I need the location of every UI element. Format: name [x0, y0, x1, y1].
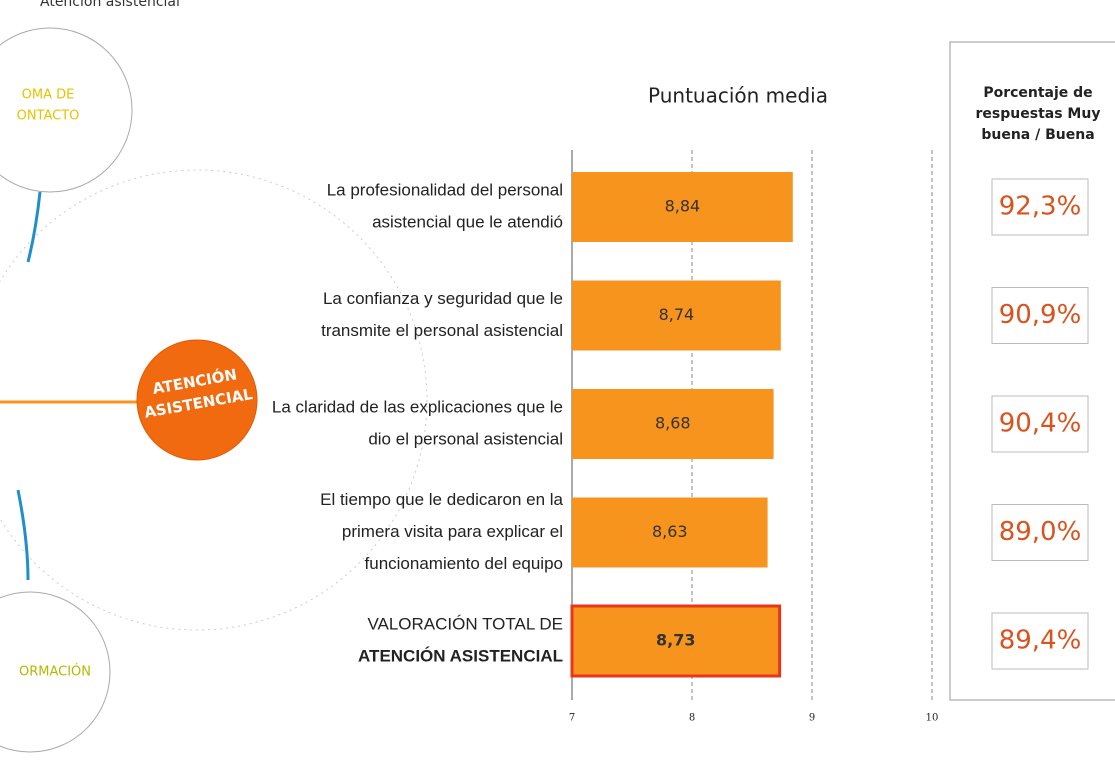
bar	[572, 389, 774, 459]
x-tick-label: 9	[809, 713, 815, 724]
category-label: ATENCIÓN ASISTENCIAL	[358, 646, 563, 665]
value-label: 8,74	[659, 305, 695, 324]
percent-label: 89,4%	[999, 626, 1082, 656]
x-tick-label: 10	[926, 713, 939, 724]
percent-label: 89,0%	[999, 517, 1082, 547]
percent-box	[991, 287, 1089, 344]
value-label: 8,63	[652, 522, 688, 541]
bar	[572, 280, 781, 351]
percent-box	[991, 178, 1089, 236]
category-label: funcionamiento del equipo	[365, 554, 563, 573]
value-label: 8,84	[665, 197, 701, 216]
category-label: dio el personal asistencial	[368, 429, 563, 448]
category-label: asistencial que le atendió	[372, 212, 563, 231]
chart-title: Puntuación media	[648, 84, 828, 108]
header: Atención asistencial	[40, 0, 180, 10]
node-label: ORMACIÓN	[19, 664, 91, 680]
category-label: transmite el personal asistencial	[321, 321, 563, 340]
percent-label: 90,4%	[999, 409, 1082, 439]
side-title: Porcentaje de	[983, 85, 1092, 101]
x-tick-label: 7	[569, 713, 575, 724]
percent-box	[991, 395, 1089, 453]
node-circle	[0, 591, 111, 753]
category-label: primera visita para explicar el	[342, 522, 563, 541]
value-label: 8,73	[656, 631, 695, 650]
connector	[16, 489, 30, 581]
decoration	[0, 27, 428, 753]
side-panel	[949, 41, 1115, 701]
connector	[26, 191, 42, 263]
percent-box	[991, 612, 1089, 670]
category-label: La profesionalidad del personal	[327, 180, 563, 199]
orbit	[0, 169, 428, 631]
category-label: La confianza y seguridad que le	[323, 289, 563, 308]
bar	[570, 604, 782, 678]
side-title: buena / Buena	[981, 127, 1094, 143]
x-tick-label: 8	[689, 713, 695, 724]
category-label: La claridad de las explicaciones que le	[272, 397, 563, 416]
node-label: ONTACTO	[17, 109, 80, 124]
node-label: OMA DE	[22, 88, 75, 103]
percent-label: 90,9%	[999, 300, 1082, 330]
center-circle	[136, 339, 258, 461]
category-label: VALORACIÓN TOTAL DE	[367, 614, 563, 633]
node-circle	[0, 27, 133, 193]
percent-label: 92,3%	[999, 192, 1082, 222]
side-title: respuestas Muy	[976, 106, 1101, 122]
value-label: 8,68	[655, 414, 691, 433]
bar	[572, 172, 793, 242]
category-label: El tiempo que le dedicaron en la	[320, 490, 563, 509]
bar	[572, 497, 768, 568]
percent-box	[991, 504, 1089, 561]
